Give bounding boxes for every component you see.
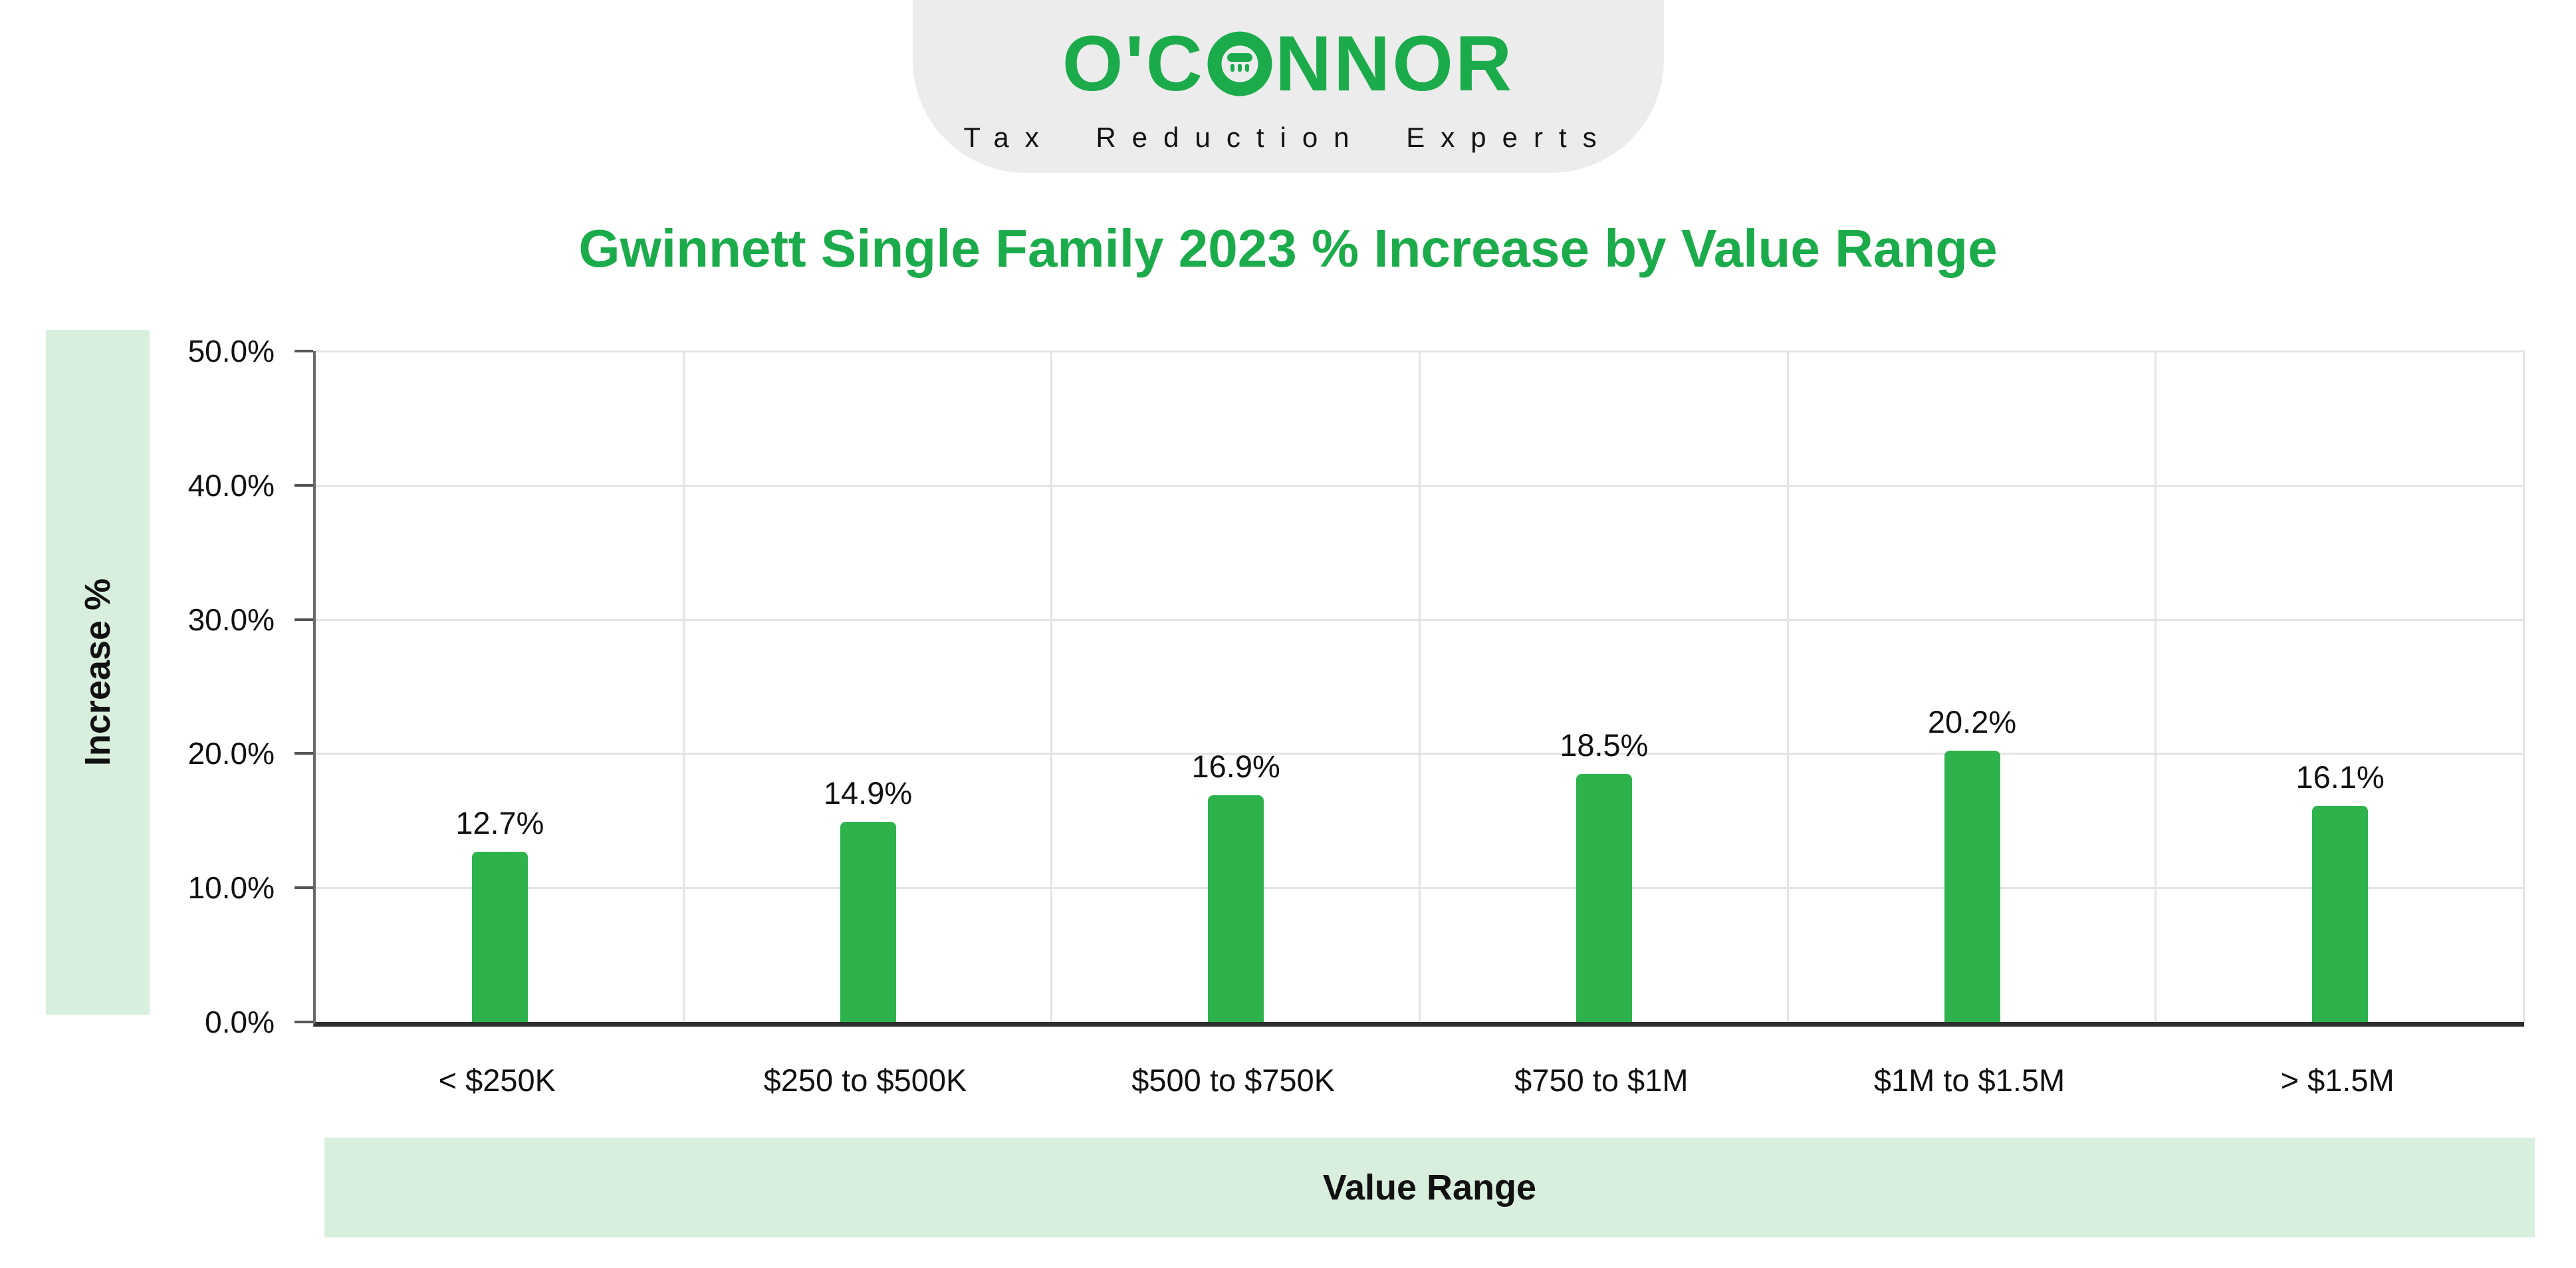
y-tick-label: 40.0% xyxy=(187,467,275,503)
oconnor-logo-badge: O'C NNOR Tax Reduction Experts xyxy=(912,0,1664,173)
x-axis-tick-labels: < $250K $250 to $500K $500 to $750K $750 to… xyxy=(313,1054,2521,1114)
bar xyxy=(2312,806,2369,1022)
x-axis-label: Value Range xyxy=(1322,1168,1537,1207)
x-tick-label: > $1.5M xyxy=(2280,1063,2395,1098)
y-tick-mark xyxy=(294,618,313,621)
x-axis-label-band: Value Range xyxy=(324,1138,2535,1237)
bar-value-label: 16.1% xyxy=(2295,759,2385,795)
gridline-vertical xyxy=(1786,351,1789,1022)
x-tick-label: $750 to $1M xyxy=(1514,1063,1689,1098)
x-tick-label: $500 to $750K xyxy=(1131,1063,1336,1098)
oconnor-wordmark: O'C NNOR xyxy=(1062,25,1514,103)
y-tick-label: 50.0% xyxy=(187,334,275,368)
bar xyxy=(471,851,528,1022)
x-tick-label: $1M to $1.5M xyxy=(1873,1063,2065,1098)
gridline-vertical xyxy=(1050,351,1053,1022)
bar xyxy=(1944,751,2000,1022)
y-tick-label: 0.0% xyxy=(205,1005,275,1039)
bar xyxy=(1576,773,1632,1022)
y-tick-mark xyxy=(294,1021,313,1023)
bar xyxy=(840,822,896,1022)
logo-text-left: O'C xyxy=(1062,20,1205,108)
y-axis-tick-labels: 0.0% 10.0% 20.0% 30.0% 40.0% 50.0% xyxy=(0,334,296,1039)
gridline-vertical xyxy=(1419,351,1421,1022)
chart-title: Gwinnett Single Family 2023 % Increase b… xyxy=(578,219,1998,278)
y-tick-mark xyxy=(294,752,313,755)
bar-value-label: 14.9% xyxy=(823,775,913,811)
plot-area: 12.7% 14.9% 16.9% 18.5% 20.2% 16.1% xyxy=(313,350,2525,1027)
bar-value-label: 18.5% xyxy=(1560,727,1649,763)
bar-value-label: 20.2% xyxy=(1927,704,2017,740)
logo-tagline: Tax Reduction Experts xyxy=(963,122,1613,153)
gridline-vertical xyxy=(2155,351,2157,1022)
x-tick-label: < $250K xyxy=(438,1063,556,1098)
y-axis-label-band: Increase % xyxy=(46,330,150,1015)
x-tick-label: $250 to $500K xyxy=(763,1063,967,1098)
bar xyxy=(1208,795,1264,1022)
gridline-vertical xyxy=(2523,351,2525,1022)
y-tick-label: 10.0% xyxy=(187,870,275,906)
y-tick-mark xyxy=(294,886,313,890)
logo-text-right: NNOR xyxy=(1274,20,1514,108)
meter-o-icon xyxy=(1207,31,1273,97)
y-tick-label: 20.0% xyxy=(187,736,275,771)
y-axis-tick-marks xyxy=(294,350,313,1027)
y-tick-mark xyxy=(294,350,313,352)
bar-value-label: 16.9% xyxy=(1191,748,1280,784)
y-tick-label: 30.0% xyxy=(187,602,275,637)
bar-value-label: 12.7% xyxy=(455,805,544,840)
gridline-vertical xyxy=(682,351,685,1022)
y-tick-mark xyxy=(294,483,313,487)
